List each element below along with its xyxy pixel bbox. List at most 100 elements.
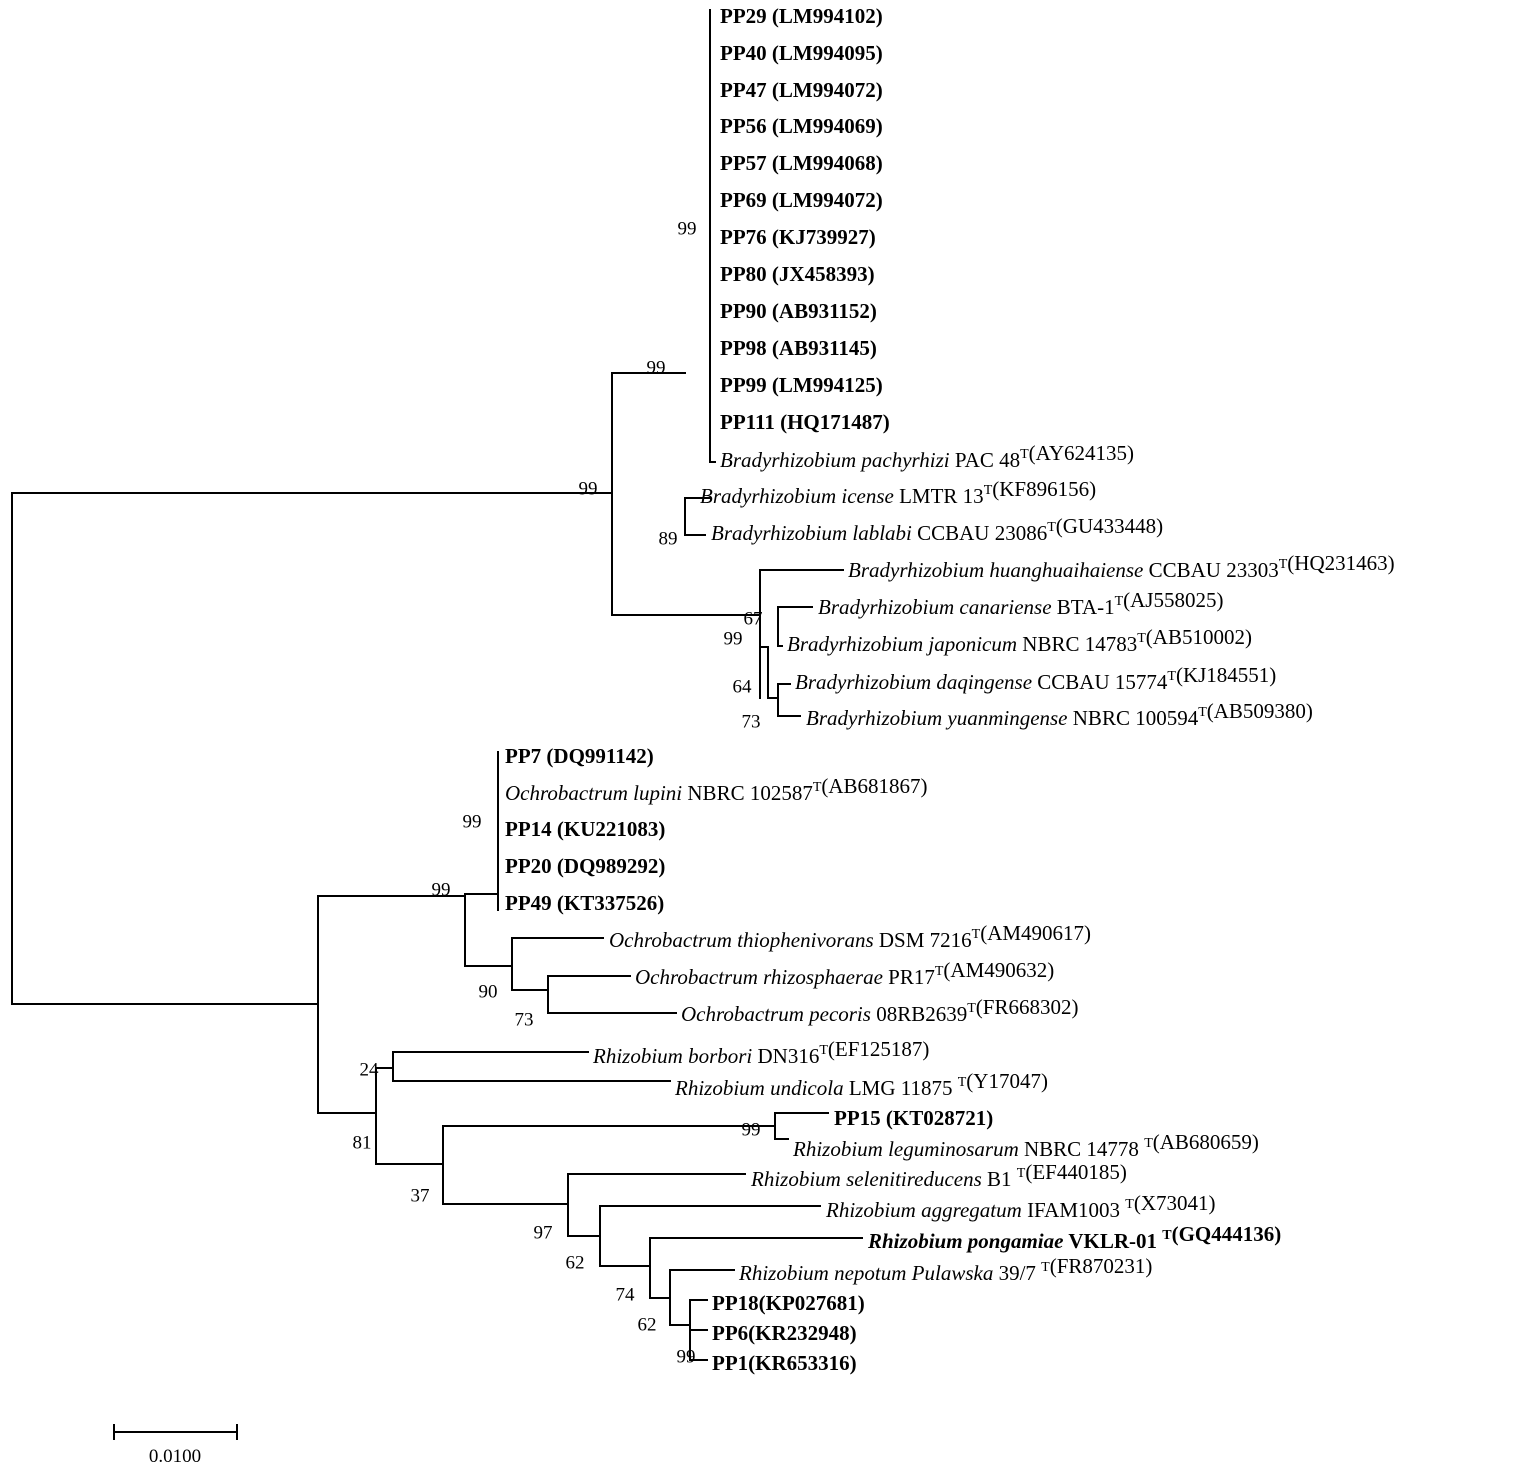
taxon-label-part: (EF125187) (828, 1037, 930, 1061)
bootstrap-yuanmingense: 73 (742, 711, 761, 732)
taxon-label-part: T (935, 964, 944, 979)
taxon-label-part: LMTR 13 (894, 484, 984, 508)
taxon-label-pp56: PP56 (LM994069) (720, 114, 883, 138)
taxon-label-part: Rhizobium aggregatum (825, 1198, 1022, 1222)
taxon-label-pp20: PP20 (DQ989292) (505, 854, 665, 878)
taxon-label-part: T (1125, 1197, 1134, 1212)
taxon-label-part: T (984, 483, 993, 498)
bootstrap-pp18-pp6-pp1: 99 (677, 1346, 696, 1367)
taxon-label-part: Ochrobactrum lupini (505, 781, 682, 805)
taxon-label-part: Rhizobium undicola (674, 1076, 844, 1100)
taxon-label-part: T (1198, 705, 1207, 720)
taxon-label-pp6: PP6(KR232948) (712, 1321, 857, 1345)
bootstrap-pp15: 99 (742, 1119, 761, 1140)
taxon-label-part: Bradyrhizobium huanghuaihaiense (848, 558, 1143, 582)
scale-bar-label: 0.0100 (149, 1446, 201, 1467)
taxon-label-pp49: PP49 (KT337526) (505, 891, 664, 915)
taxon-label-part: VKLR-01 (1063, 1229, 1162, 1253)
taxon-label-pp99: PP99 (LM994125) (720, 373, 883, 397)
taxon-label-pp69: PP69 (LM994072) (720, 188, 883, 212)
taxon-label-o-rhizosphaerae: Ochrobactrum rhizosphaerae PR17T(AM49063… (635, 958, 1054, 989)
taxon-label-part: PP15 (KT028721) (834, 1106, 993, 1130)
taxon-label-part: (HQ231463) (1287, 551, 1394, 575)
taxon-label-part: Ochrobactrum rhizosphaerae (635, 965, 883, 989)
taxon-label-part: CCBAU 15774 (1032, 670, 1168, 694)
taxon-label-part: 08RB2639 (871, 1002, 967, 1026)
taxon-label-part: Bradyrhizobium pachyrhizi (720, 448, 950, 472)
taxon-label-part: Rhizobium selenitireducens (750, 1167, 982, 1191)
taxon-label-part: PP20 (DQ989292) (505, 854, 665, 878)
bootstrap-pongamiae: 74 (616, 1284, 636, 1305)
taxon-label-part: T (1162, 1228, 1172, 1243)
taxon-label-o-pecoris: Ochrobactrum pecoris 08RB2639T(FR668302) (681, 995, 1078, 1026)
taxon-label-part: PP6(KR232948) (712, 1321, 857, 1345)
taxon-label-part: PP1(KR653316) (712, 1351, 857, 1375)
taxon-label-pp18: PP18(KP027681) (712, 1291, 865, 1315)
taxon-label-part: NBRC 14783 (1017, 632, 1137, 656)
taxon-label-pp1: PP1(KR653316) (712, 1351, 857, 1375)
taxon-label-pp15: PP15 (KT028721) (834, 1106, 993, 1130)
taxon-label-part: (FR668302) (976, 995, 1079, 1019)
taxon-label-part: Rhizobium leguminosarum (792, 1137, 1019, 1161)
taxon-label-part: NBRC 102587 (682, 781, 813, 805)
taxon-label-pp29: PP29 (LM994102) (720, 4, 883, 28)
bootstrap-huanghuaihaiense: 67 (744, 608, 763, 629)
taxon-label-pp47: PP47 (LM994072) (720, 78, 883, 102)
taxon-label-part: PP69 (LM994072) (720, 188, 883, 212)
taxon-label-part: T (1137, 631, 1146, 646)
taxon-label-part: Rhizobium nepotum Pulawska (738, 1261, 993, 1285)
taxon-label-part: (AM490632) (943, 958, 1054, 982)
taxon-label-o-thiophenivorans: Ochrobactrum thiophenivorans DSM 7216T(A… (609, 921, 1091, 952)
taxon-label-part: B1 (982, 1167, 1017, 1191)
taxon-label-b-yuanmingense: Bradyrhizobium yuanmingense NBRC 100594T… (806, 699, 1313, 730)
taxon-label-part: PP57 (LM994068) (720, 151, 883, 175)
taxon-label-part: (GQ444136) (1172, 1222, 1282, 1246)
taxon-label-part: PP49 (KT337526) (505, 891, 664, 915)
taxon-label-part: T (1167, 669, 1176, 684)
taxon-label-part: LMG 11875 (844, 1076, 958, 1100)
taxon-label-part: Rhizobium pongamiae (867, 1229, 1063, 1253)
taxon-label-part: (X73041) (1134, 1191, 1216, 1215)
taxon-label-pp90: PP90 (AB931152) (720, 299, 877, 323)
taxon-label-part: Bradyrhizobium icense (700, 484, 894, 508)
bootstrap-rhizosphaerae: 73 (515, 1009, 534, 1030)
taxon-label-r-pongamiae: Rhizobium pongamiae VKLR-01 T(GQ444136) (867, 1222, 1281, 1253)
taxon-label-part: PP7 (DQ991142) (505, 744, 654, 768)
taxon-label-part: PP99 (LM994125) (720, 373, 883, 397)
bootstrap-lupini-group: 99 (463, 811, 482, 832)
taxon-label-part: NBRC 100594 (1068, 706, 1199, 730)
scale-bar: 0.0100 (113, 1424, 238, 1467)
taxon-label-pp40: PP40 (LM994095) (720, 41, 883, 65)
taxon-label-part: BTA-1 (1052, 595, 1115, 619)
taxon-label-part: PP90 (AB931152) (720, 299, 877, 323)
taxon-label-b-pachyrhizi: Bradyrhizobium pachyrhizi PAC 48T(AY6241… (720, 441, 1134, 472)
bootstrap-aggregatum: 62 (566, 1252, 585, 1273)
taxon-label-part: PP98 (AB931145) (720, 336, 877, 360)
taxon-label-part: Bradyrhizobium lablabi (711, 521, 912, 545)
bootstrap-pp-strains: 99 (678, 218, 697, 239)
taxon-label-part: (AJ558025) (1123, 588, 1223, 612)
taxon-label-part: T (1279, 557, 1288, 572)
taxon-label-part: T (1017, 1166, 1026, 1181)
taxon-label-part: (AY624135) (1029, 441, 1134, 465)
taxon-label-part: T (1115, 594, 1124, 609)
taxon-label-r-selenitireducens: Rhizobium selenitireducens B1 T(EF440185… (750, 1160, 1127, 1191)
taxon-label-part: (AM490617) (980, 921, 1091, 945)
taxon-label-part: (FR870231) (1050, 1254, 1153, 1278)
taxon-label-part: T (813, 780, 822, 795)
taxon-label-part: PAC 48 (950, 448, 1020, 472)
taxon-label-part: T (958, 1075, 967, 1090)
taxon-label-b-daqingense: Bradyrhizobium daqingense CCBAU 15774T(K… (795, 663, 1276, 694)
bootstrap-thiophenivorans: 90 (479, 981, 498, 1002)
bootstrap-values: 9999998967996473999990732481993797627462… (353, 218, 763, 1367)
taxon-label-b-canariense: Bradyrhizobium canariense BTA-1T(AJ55802… (818, 588, 1223, 619)
taxon-label-part: PP18(KP027681) (712, 1291, 865, 1315)
bootstrap-japonicum-group: 99 (724, 628, 743, 649)
taxon-label-part: Bradyrhizobium japonicum (787, 632, 1017, 656)
taxon-label-part: PP56 (LM994069) (720, 114, 883, 138)
taxon-label-r-nepotum: Rhizobium nepotum Pulawska 39/7 T(FR8702… (738, 1254, 1152, 1285)
taxon-label-pp57: PP57 (LM994068) (720, 151, 883, 175)
bootstrap-bradyrhizobium-root: 99 (579, 478, 598, 499)
taxon-label-part: (AB680659) (1153, 1130, 1259, 1154)
